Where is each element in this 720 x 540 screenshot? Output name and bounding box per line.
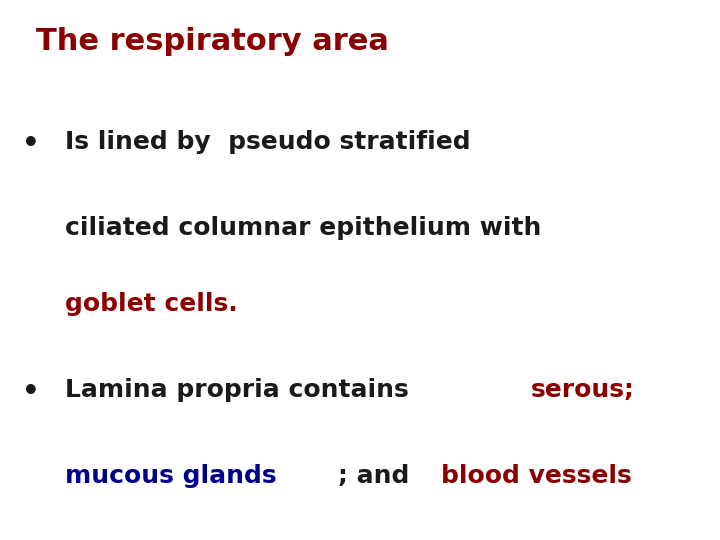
Text: Is lined by  pseudo stratified: Is lined by pseudo stratified [65,130,470,153]
Text: mucous glands: mucous glands [65,464,276,488]
Text: blood vessels: blood vessels [441,464,632,488]
Text: The respiratory area: The respiratory area [36,27,389,56]
Text: Lamina propria contains: Lamina propria contains [65,378,426,402]
Text: goblet cells.: goblet cells. [65,292,238,315]
Text: ; and: ; and [338,464,418,488]
Text: ciliated columnar epithelium with: ciliated columnar epithelium with [65,216,541,240]
Text: •: • [22,378,40,406]
Text: •: • [22,130,40,158]
Text: serous;: serous; [531,378,635,402]
